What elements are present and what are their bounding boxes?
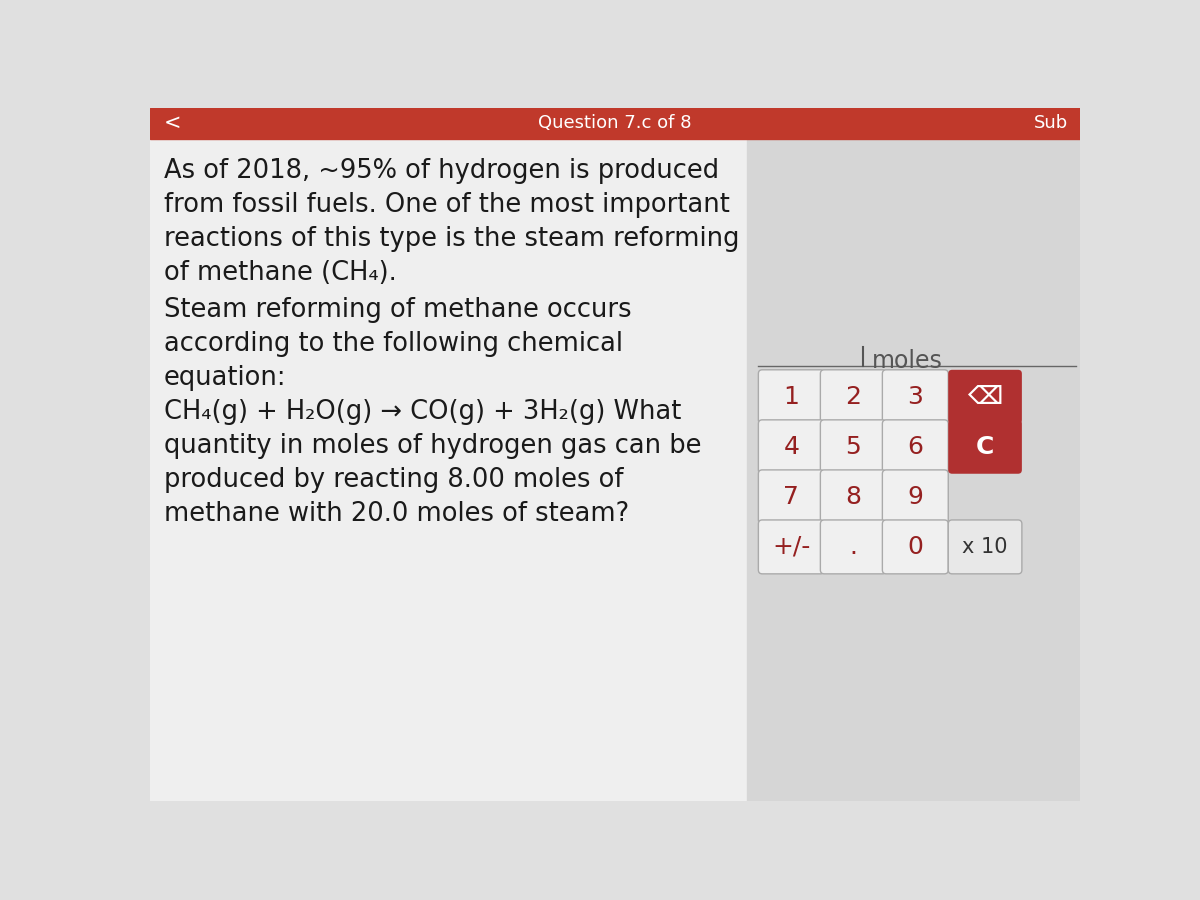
FancyBboxPatch shape [948, 370, 1022, 424]
FancyBboxPatch shape [948, 419, 1022, 473]
Bar [746, 139, 1080, 801]
Text: Question 7.c of 8: Question 7.c of 8 [539, 114, 691, 132]
FancyBboxPatch shape [821, 419, 887, 473]
Text: Sub: Sub [1034, 114, 1068, 132]
FancyBboxPatch shape [882, 520, 948, 574]
Text: Steam reforming of methane occurs
according to the following chemical
equation:
: Steam reforming of methane occurs accord… [164, 296, 702, 526]
Text: 0: 0 [907, 535, 923, 559]
FancyBboxPatch shape [948, 520, 1022, 574]
Text: 1: 1 [784, 385, 799, 409]
Bar [150, 108, 1080, 139]
FancyBboxPatch shape [821, 370, 887, 424]
Text: 5: 5 [846, 435, 862, 459]
Text: 3: 3 [907, 385, 923, 409]
Text: 9: 9 [907, 485, 923, 508]
FancyBboxPatch shape [882, 470, 948, 524]
FancyBboxPatch shape [758, 419, 824, 473]
Text: 2: 2 [845, 385, 862, 409]
FancyBboxPatch shape [758, 370, 824, 424]
FancyBboxPatch shape [821, 470, 887, 524]
FancyBboxPatch shape [882, 370, 948, 424]
FancyBboxPatch shape [758, 520, 824, 574]
Text: C: C [976, 435, 995, 459]
Text: 6: 6 [907, 435, 923, 459]
Text: +/-: +/- [772, 535, 810, 559]
Text: x 10: x 10 [962, 537, 1008, 557]
Text: .: . [850, 535, 857, 559]
Text: As of 2018, ~95% of hydrogen is produced
from fossil fuels. One of the most impo: As of 2018, ~95% of hydrogen is produced… [164, 158, 739, 286]
Text: <: < [164, 113, 181, 133]
Text: moles: moles [872, 349, 943, 373]
Bar [150, 139, 746, 801]
FancyBboxPatch shape [821, 520, 887, 574]
FancyBboxPatch shape [882, 419, 948, 473]
Text: 4: 4 [784, 435, 799, 459]
Text: 8: 8 [845, 485, 862, 508]
Text: 7: 7 [784, 485, 799, 508]
Text: ⌫: ⌫ [967, 385, 1003, 409]
FancyBboxPatch shape [758, 470, 824, 524]
